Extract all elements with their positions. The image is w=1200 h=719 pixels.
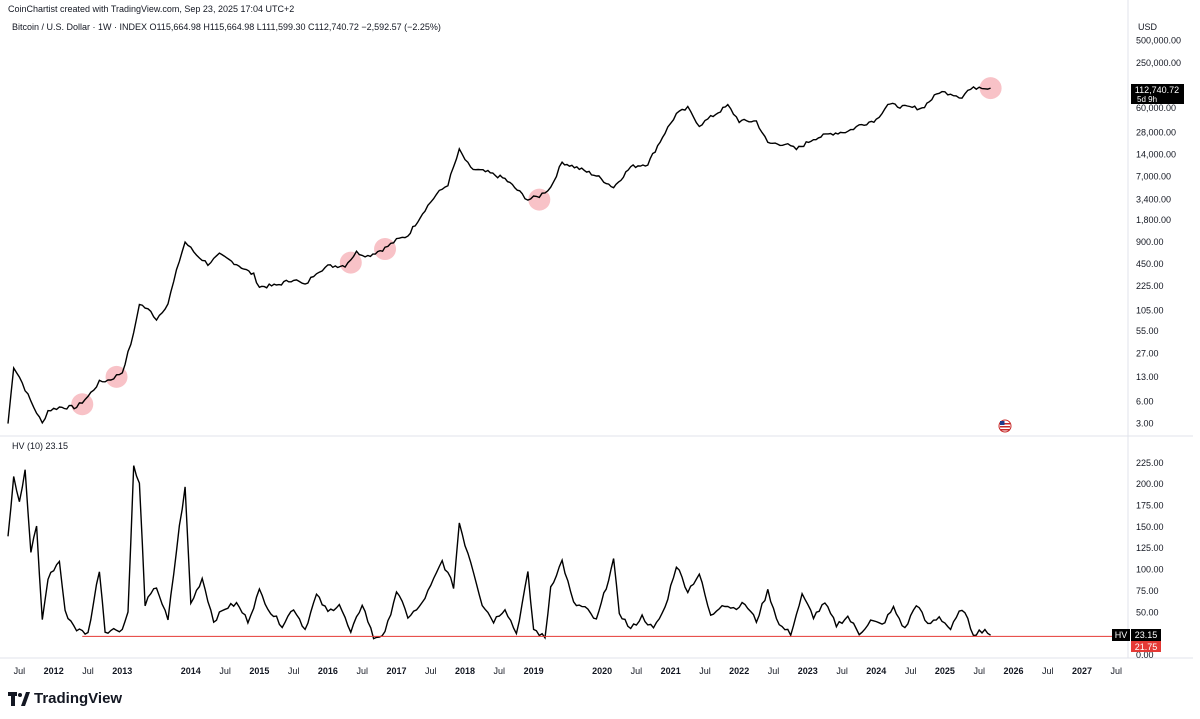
price-tick-label: 1,800.00 — [1136, 215, 1171, 225]
x-tick-month: Jul — [288, 666, 300, 676]
price-axis-ticks: 500,000.00 250,000.00 60,000.00 28,000.00 14… — [1136, 36, 1181, 429]
hv-tick-label: 50.00 — [1136, 607, 1159, 617]
price-tick-label: 105.00 — [1136, 305, 1164, 315]
x-tick-year: 2025 — [935, 666, 955, 676]
highlight-circle — [105, 365, 128, 388]
price-tick-label: 14,000.00 — [1136, 150, 1176, 160]
price-tick-label: 3.00 — [1136, 419, 1154, 429]
x-tick-year: 2014 — [181, 666, 201, 676]
price-tick-label: 6.00 — [1136, 396, 1154, 406]
symbol-ohlc-line: Bitcoin / U.S. Dollar · 1W · INDEX O115,… — [12, 22, 441, 32]
tradingview-logo: TradingView — [8, 690, 122, 707]
currency-label: USD — [1138, 22, 1158, 32]
hv-value-label: 23.15 — [1135, 630, 1158, 640]
x-tick-year: 2013 — [112, 666, 132, 676]
price-line — [7, 85, 991, 425]
x-tick-month: Jul — [699, 666, 711, 676]
hv-indicator-label: HV (10) 23.15 — [12, 441, 69, 451]
x-tick-month: Jul — [768, 666, 780, 676]
x-tick-year: 2027 — [1072, 666, 1092, 676]
last-price-tag: 112,740.72 5d 9h — [1131, 84, 1184, 104]
price-tick-label: 450.00 — [1136, 259, 1164, 269]
highlight-circle — [71, 393, 94, 416]
x-tick-month: Jul — [425, 666, 437, 676]
x-tick-year: 2024 — [866, 666, 886, 676]
price-tick-label: 3,400.00 — [1136, 195, 1171, 205]
price-tick-label: 13.00 — [1136, 372, 1159, 382]
x-tick-month: Jul — [1042, 666, 1054, 676]
price-tick-label: 55.00 — [1136, 326, 1159, 336]
x-tick-month: Jul — [494, 666, 506, 676]
x-tick-year: 2015 — [249, 666, 269, 676]
hv-tick-label: 75.00 — [1136, 586, 1159, 596]
hv-tick-label: 175.00 — [1136, 501, 1164, 511]
hv-value-tags: HV 23.15 21.75 — [1112, 629, 1161, 652]
countdown-label: 5d 9h — [1137, 95, 1157, 104]
x-tick-year: 2026 — [1003, 666, 1023, 676]
highlight-circle — [339, 251, 362, 274]
hv-tick-label: 125.00 — [1136, 543, 1164, 553]
highlight-circle — [374, 238, 397, 261]
tradingview-logo-text: TradingView — [34, 690, 123, 707]
hv-tick-label: 200.00 — [1136, 479, 1164, 489]
hv-tag: HV — [1115, 630, 1128, 640]
hv-tick-label: 0.00 — [1136, 650, 1154, 660]
chart-credit: CoinChartist created with TradingView.co… — [8, 4, 295, 14]
x-tick-month: Jul — [836, 666, 848, 676]
price-tick-label: 225.00 — [1136, 281, 1164, 291]
price-tick-label: 250,000.00 — [1136, 58, 1181, 68]
x-tick-month: Jul — [973, 666, 985, 676]
hv-axis-ticks: 225.00 200.00 175.00 150.00 125.00 100.00 75.0… — [1136, 458, 1164, 660]
price-tick-label: 500,000.00 — [1136, 36, 1181, 46]
x-tick-month: Jul — [356, 666, 368, 676]
price-tick-label: 60,000.00 — [1136, 103, 1176, 113]
price-tick-label: 900.00 — [1136, 237, 1164, 247]
x-tick-month: Jul — [82, 666, 94, 676]
x-tick-month: Jul — [1111, 666, 1123, 676]
x-tick-year: 2017 — [386, 666, 406, 676]
tradingview-logo-icon — [8, 691, 30, 706]
x-tick-year: 2023 — [798, 666, 818, 676]
x-tick-year: 2016 — [318, 666, 338, 676]
last-price-label: 112,740.72 — [1135, 85, 1179, 95]
x-tick-year: 2018 — [455, 666, 475, 676]
x-tick-month: Jul — [905, 666, 917, 676]
highlight-circle — [528, 188, 551, 211]
hv-tick-label: 150.00 — [1136, 522, 1164, 532]
x-tick-month: Jul — [219, 666, 231, 676]
us-flag-icon — [998, 419, 1012, 433]
x-tick-year: 2022 — [729, 666, 749, 676]
highlight-circles — [71, 77, 1002, 416]
hv-line — [7, 465, 991, 640]
x-tick-year: 2012 — [44, 666, 64, 676]
hv-tick-label: 225.00 — [1136, 458, 1164, 468]
hv-threshold-label: 21.75 — [1135, 642, 1158, 652]
price-tick-label: 7,000.00 — [1136, 172, 1171, 182]
price-tick-label: 28,000.00 — [1136, 127, 1176, 137]
x-tick-month: Jul — [14, 666, 26, 676]
x-tick-year: 2020 — [592, 666, 612, 676]
x-tick-year: 2019 — [524, 666, 544, 676]
price-tick-label: 27.00 — [1136, 349, 1159, 359]
hv-tick-label: 100.00 — [1136, 565, 1164, 575]
time-axis-ticks: Jul 2012 Jul 2013 2014 Jul 2015 Jul 2016 Jul 2017 J… — [14, 666, 1122, 676]
x-tick-year: 2021 — [661, 666, 681, 676]
x-tick-month: Jul — [631, 666, 643, 676]
